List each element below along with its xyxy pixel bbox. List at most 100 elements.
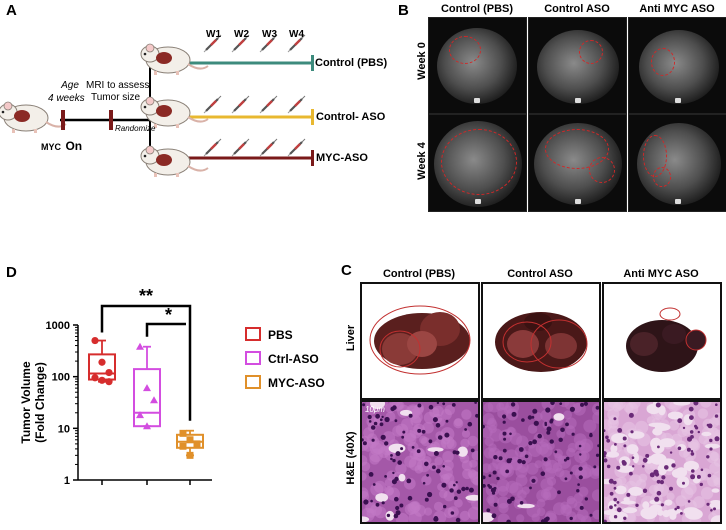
cell-nucleus bbox=[632, 465, 635, 468]
cell-nucleus bbox=[700, 468, 704, 472]
cell-nucleus bbox=[565, 456, 570, 461]
cell-texture bbox=[398, 473, 406, 482]
cell-nucleus bbox=[604, 451, 607, 456]
cell-nucleus bbox=[579, 505, 584, 510]
panel-d-chart: 1 10 100 1000 Tumor Volume (Fold Change) ** * PB… bbox=[0, 280, 340, 525]
cell-nucleus bbox=[421, 429, 426, 434]
cell-texture bbox=[454, 498, 463, 508]
cell-nucleus bbox=[597, 444, 599, 448]
cell-nucleus bbox=[589, 513, 593, 517]
cell-nucleus bbox=[690, 452, 695, 456]
randomize-label: Randomize bbox=[115, 124, 156, 133]
cell-texture bbox=[362, 491, 370, 502]
cell-nucleus bbox=[408, 413, 413, 418]
cell-texture bbox=[661, 458, 676, 466]
cell-nucleus bbox=[583, 402, 588, 406]
cell-texture bbox=[483, 425, 493, 439]
cell-nucleus bbox=[436, 468, 441, 474]
cell-nucleus bbox=[579, 453, 582, 456]
cell-texture bbox=[536, 489, 549, 502]
cell-texture bbox=[610, 444, 618, 453]
cell-nucleus bbox=[390, 457, 393, 461]
cell-texture bbox=[410, 415, 422, 427]
cell-nucleus bbox=[709, 438, 713, 443]
cell-nucleus bbox=[606, 438, 611, 443]
cell-nucleus bbox=[569, 516, 573, 521]
cell-texture bbox=[369, 454, 380, 465]
cell-nucleus bbox=[502, 448, 507, 453]
cell-nucleus bbox=[613, 417, 617, 421]
cell-texture bbox=[628, 486, 644, 496]
cell-texture bbox=[388, 443, 406, 454]
cell-nucleus bbox=[614, 504, 617, 507]
cell-nucleus bbox=[654, 496, 660, 502]
cell-texture bbox=[710, 451, 720, 462]
cell-texture bbox=[701, 431, 712, 437]
cell-nucleus bbox=[604, 454, 606, 458]
cell-texture bbox=[423, 411, 436, 424]
cell-nucleus bbox=[505, 469, 510, 474]
mri-row-week0: Week 0 bbox=[416, 42, 428, 80]
legend-label: PBS bbox=[268, 328, 293, 342]
cell-nucleus bbox=[371, 438, 375, 442]
cell-texture bbox=[465, 494, 478, 501]
cell-texture bbox=[667, 411, 683, 420]
week-2-label: W2 bbox=[234, 29, 249, 40]
cell-nucleus bbox=[546, 430, 551, 435]
significance-bracket bbox=[145, 322, 186, 337]
cell-nucleus bbox=[453, 496, 458, 501]
cell-texture bbox=[563, 410, 573, 420]
myc-on-label: MYC On bbox=[41, 139, 83, 153]
cell-nucleus bbox=[565, 422, 569, 427]
cell-texture bbox=[592, 509, 599, 520]
y-axis-label-2: (Fold Change) bbox=[33, 362, 47, 443]
cell-nucleus bbox=[655, 402, 661, 408]
cell-nucleus bbox=[384, 475, 387, 478]
data-point bbox=[150, 396, 158, 404]
cell-texture bbox=[370, 402, 385, 409]
cell-nucleus bbox=[432, 417, 438, 423]
cell-nucleus bbox=[502, 431, 507, 436]
cell-nucleus bbox=[393, 513, 399, 519]
cell-nucleus bbox=[362, 403, 366, 407]
panel-label-d: D bbox=[6, 264, 17, 281]
cell-texture bbox=[604, 509, 618, 516]
cell-nucleus bbox=[578, 466, 583, 471]
cell-texture bbox=[419, 435, 428, 444]
cell-texture bbox=[553, 502, 566, 516]
cell-nucleus bbox=[629, 471, 633, 476]
cell-nucleus bbox=[392, 471, 395, 475]
cell-nucleus bbox=[455, 517, 461, 522]
cell-texture bbox=[621, 463, 628, 472]
cell-texture bbox=[642, 501, 650, 509]
cell-nucleus bbox=[656, 479, 661, 484]
cell-nucleus bbox=[706, 502, 710, 506]
cell-texture bbox=[442, 451, 454, 463]
cell-nucleus bbox=[604, 519, 607, 522]
cell-nucleus bbox=[622, 436, 627, 441]
cell-texture bbox=[471, 450, 478, 461]
cell-texture bbox=[384, 485, 394, 496]
cell-texture bbox=[632, 452, 639, 464]
cell-texture bbox=[578, 486, 589, 497]
cell-nucleus bbox=[380, 434, 386, 440]
cell-texture bbox=[689, 441, 699, 451]
cell-texture bbox=[486, 495, 495, 504]
cell-nucleus bbox=[428, 439, 433, 444]
cell-nucleus bbox=[635, 503, 639, 507]
cell-nucleus bbox=[503, 437, 507, 441]
cell-texture bbox=[461, 429, 471, 438]
cell-texture bbox=[447, 480, 458, 490]
cell-texture bbox=[483, 413, 495, 425]
age-label: Age bbox=[61, 80, 79, 91]
cell-nucleus bbox=[654, 472, 660, 477]
cell-texture bbox=[497, 513, 510, 522]
cell-nucleus bbox=[370, 425, 376, 430]
cell-texture bbox=[497, 485, 509, 497]
cell-nucleus bbox=[529, 486, 532, 490]
cell-nucleus bbox=[453, 483, 456, 487]
legend-swatch bbox=[245, 327, 261, 341]
cell-nucleus bbox=[616, 507, 622, 513]
panel-label-c: C bbox=[341, 262, 352, 279]
cell-texture bbox=[623, 497, 630, 502]
